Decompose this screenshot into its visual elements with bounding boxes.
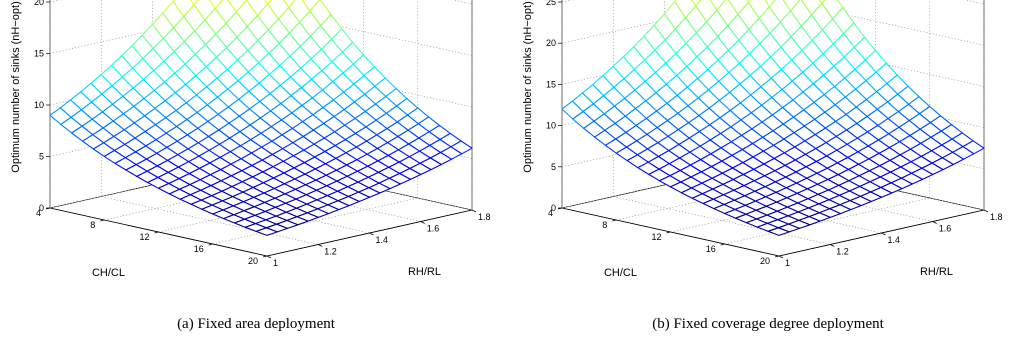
- y-tick-mark: [830, 244, 835, 247]
- x-tick-mark: [154, 231, 159, 234]
- y-tick-mark: [881, 232, 886, 236]
- chart-panel-b: 4 8 12 16 20 1 1.2 1.4 1.6 1.8 0 5 10 15 20 25 CH/CL RH/R…: [512, 0, 1024, 347]
- y-tick-label: 1.4: [376, 235, 389, 245]
- y-tick-mark: [471, 209, 477, 213]
- y-axis-label: RH/RL: [408, 266, 441, 278]
- chart-panel-a: 4 8 12 16 20 1 1.2 1.4 1.6 1.8 0 5 10 15 20 CH/CL RH/RL O…: [10, 0, 491, 332]
- x-tick-mark: [720, 243, 725, 246]
- z-axis-label: Optimum number of sinks (nH−opt): [522, 1, 534, 172]
- caption-b: (b) Fixed coverage degree deployment: [652, 316, 884, 332]
- surface-plot-a: 4 8 12 16 20 1 1.2 1.4 1.6 1.8 0 5 10 15 20 CH/CL RH/RL O…: [10, 0, 491, 279]
- y-tick-label: 1.8: [990, 212, 1003, 222]
- y-tick-mark: [318, 244, 323, 247]
- x-tick-mark: [666, 231, 671, 234]
- y-tick-mark: [369, 232, 374, 236]
- surface-cell: [255, 227, 278, 236]
- y-tick-label: 1.2: [836, 247, 849, 257]
- y-tick-label: 1: [273, 258, 278, 268]
- x-tick-label: 8: [602, 220, 607, 230]
- x-tick-label: 12: [139, 232, 149, 242]
- y-tick-label: 1.2: [324, 247, 337, 257]
- y-tick-label: 1.6: [427, 224, 440, 234]
- surface-cell: [767, 227, 790, 236]
- z-tick-label: 20: [546, 38, 556, 48]
- z-tick-label: 0: [39, 203, 44, 213]
- surface-cell: [190, 0, 199, 6]
- y-tick-mark: [266, 255, 272, 259]
- y-axis-label: RH/RL: [920, 266, 953, 278]
- y-tick-mark: [932, 221, 937, 224]
- y-tick-label: 1.4: [888, 235, 901, 245]
- z-tick-label: 5: [39, 152, 44, 162]
- x-tick-mark: [208, 243, 213, 246]
- x-tick-label: 16: [194, 244, 204, 254]
- x-tick-label: 12: [651, 232, 661, 242]
- y-tick-label: 1.6: [939, 224, 952, 234]
- x-tick-label: 4: [36, 208, 41, 218]
- z-tick-label: 0: [551, 203, 556, 213]
- z-tick-label: 10: [546, 121, 556, 131]
- x-axis-label: CH/CL: [604, 267, 637, 279]
- x-tick-label: 16: [706, 244, 716, 254]
- x-tick-label: 20: [760, 256, 770, 266]
- x-axis-label: CH/CL: [92, 267, 125, 279]
- caption-a: (a) Fixed area deployment: [177, 316, 335, 332]
- x-tick-mark: [774, 255, 780, 258]
- y-tick-mark: [420, 221, 425, 224]
- x-tick-mark: [262, 255, 268, 258]
- z-tick-label: 25: [546, 0, 556, 7]
- z-tick-label: 10: [34, 100, 44, 110]
- x-tick-label: 4: [548, 208, 553, 218]
- x-tick-mark: [612, 219, 617, 222]
- z-tick-label: 15: [546, 79, 556, 89]
- y-tick-label: 1: [785, 258, 790, 268]
- surface-plot-b: 4 8 12 16 20 1 1.2 1.4 1.6 1.8 0 5 10 15 20 25 CH/CL RH/R…: [522, 0, 1003, 279]
- y-tick-mark: [983, 209, 989, 213]
- x-tick-mark: [100, 219, 105, 222]
- x-tick-label: 20: [248, 256, 258, 266]
- x-tick-label: 8: [90, 220, 95, 230]
- z-tick-label: 5: [551, 162, 556, 172]
- z-tick-label: 20: [34, 0, 44, 7]
- y-tick-label: 1.8: [478, 212, 491, 222]
- y-tick-mark: [778, 255, 784, 259]
- z-axis-label: Optimum number of sinks (nH−opt): [10, 1, 22, 172]
- z-tick-label: 15: [34, 49, 44, 59]
